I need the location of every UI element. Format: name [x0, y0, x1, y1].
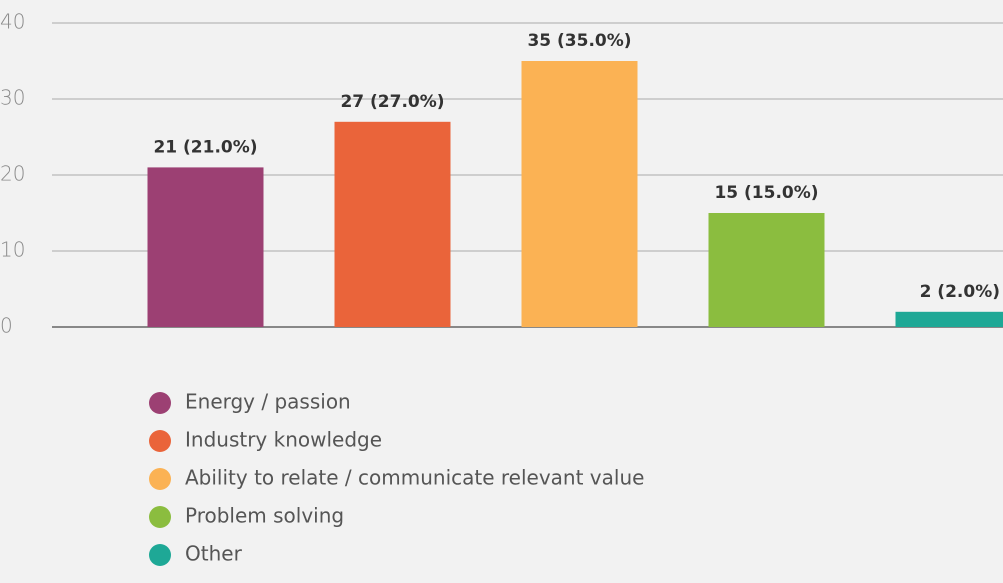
value-label: 21 (21.0%) [153, 137, 257, 157]
value-label: 15 (15.0%) [714, 183, 818, 203]
y-tick-label: 10 [0, 238, 25, 262]
legend-swatch [149, 544, 171, 566]
legend-label: Industry knowledge [185, 428, 382, 452]
legend-swatch [149, 430, 171, 452]
y-tick-label: 20 [0, 162, 25, 186]
legend-label: Other [185, 542, 243, 566]
bar [334, 121, 451, 327]
value-label: 35 (35.0%) [527, 31, 631, 51]
legend-label: Problem solving [185, 504, 344, 528]
bar [708, 213, 825, 327]
legend-swatch [149, 468, 171, 490]
legend-label: Energy / passion [185, 390, 351, 414]
bar [521, 61, 638, 327]
legend-swatch [149, 506, 171, 528]
legend-label: Ability to relate / communicate relevant… [185, 466, 644, 490]
value-label: 2 (2.0%) [920, 282, 1000, 302]
value-label: 27 (27.0%) [340, 92, 444, 112]
y-tick-label: 30 [0, 86, 25, 110]
legend-swatch [149, 392, 171, 414]
bar [895, 311, 1003, 327]
bar [147, 167, 264, 327]
y-tick-label: 40 [0, 10, 25, 34]
y-tick-label: 0 [0, 314, 13, 338]
